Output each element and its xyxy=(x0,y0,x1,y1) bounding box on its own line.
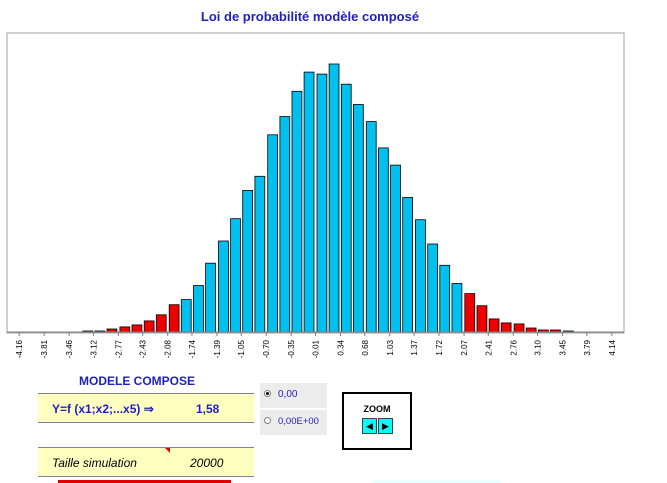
x-tick-label-8: -1.39 xyxy=(213,339,222,358)
bar-14 xyxy=(254,175,266,333)
bar-26 xyxy=(402,197,414,333)
x-tick-label-14: 0.68 xyxy=(361,339,370,355)
x-tick-label-9: -1.05 xyxy=(237,339,246,358)
x-ticks: -4.16 -3.81 -3.46 -3.12 -2.77 -2.43 -2.08 -1.74… xyxy=(15,332,617,358)
x-tick-label-22: 3.45 xyxy=(559,339,568,355)
x-tick-label-21: 3.10 xyxy=(534,339,543,355)
x-tick-label-16: 1.37 xyxy=(410,339,419,355)
chart-title: Loi de probabilité modèle composé xyxy=(200,9,420,24)
x-tick-label-7: -1.74 xyxy=(188,339,197,358)
probability-chart: -4.16 -3.81 -3.46 -3.12 -2.77 -2.43 -2.08 -1.74… xyxy=(6,32,625,358)
zoom-left-button[interactable]: ◀ xyxy=(362,418,377,434)
model-title: MODELE COMPOSE xyxy=(79,374,196,388)
x-tick-label-19: 2.41 xyxy=(484,339,493,355)
zoom-right-button[interactable]: ▶ xyxy=(378,418,393,434)
format-option-scientific-label: 0,00E+00 xyxy=(278,416,319,427)
x-tick-label-13: 0.34 xyxy=(336,339,345,355)
bar-22 xyxy=(352,104,364,333)
x-tick-label-2: -3.46 xyxy=(65,339,74,358)
bar-9 xyxy=(193,285,204,333)
x-tick-label-1: -3.81 xyxy=(40,339,49,358)
x-tick-label-0: -4.16 xyxy=(15,339,24,358)
x-tick-label-24: 4.14 xyxy=(608,339,617,355)
formula-panel: Y=f (x1;x2;...x5) ⇒ 1,58 xyxy=(38,393,254,423)
x-tick-label-17: 1.72 xyxy=(435,339,444,355)
zoom-control: ZOOM ◀ ▶ xyxy=(342,392,412,450)
bar-24 xyxy=(377,147,389,333)
bar-3 xyxy=(119,326,131,333)
bar-21 xyxy=(340,83,352,333)
bar-25 xyxy=(390,164,401,333)
bar-29 xyxy=(439,264,451,333)
formula-label: Y=f (x1;x2;...x5) ⇒ xyxy=(52,402,154,416)
bar-32 xyxy=(476,305,488,333)
bar-10 xyxy=(205,262,216,333)
x-tick-label-23: 3.79 xyxy=(583,339,592,355)
bar-6 xyxy=(155,314,167,333)
simulation-size-label: Taille simulation xyxy=(52,456,137,470)
bar-4 xyxy=(131,324,143,333)
format-option-decimal-label: 0,00 xyxy=(278,389,298,400)
simulation-size-panel: Taille simulation 20000 xyxy=(38,447,254,477)
bar-34 xyxy=(500,322,512,333)
bar-28 xyxy=(427,243,439,333)
bar-18 xyxy=(303,71,315,333)
bars xyxy=(82,63,574,333)
bar-19 xyxy=(316,73,328,333)
format-option-decimal[interactable]: 0,00 xyxy=(260,383,327,408)
bar-27 xyxy=(415,219,426,333)
x-tick-label-4: -2.77 xyxy=(114,339,123,358)
bar-36 xyxy=(525,327,537,333)
x-tick-label-15: 1.03 xyxy=(386,339,395,355)
x-tick-label-5: -2.43 xyxy=(139,339,148,358)
bar-31 xyxy=(464,293,476,333)
format-option-scientific[interactable]: 0,00E+00 xyxy=(260,410,327,435)
left-arrow-icon: ◀ xyxy=(366,421,373,431)
bar-11 xyxy=(218,240,229,333)
bar-8 xyxy=(180,299,192,333)
bar-12 xyxy=(230,218,241,333)
radio-selected-icon[interactable] xyxy=(264,390,271,397)
x-tick-label-10: -0.70 xyxy=(262,339,271,358)
bar-7 xyxy=(168,304,180,333)
bar-16 xyxy=(279,116,291,333)
zoom-label: ZOOM xyxy=(363,404,391,414)
bar-35 xyxy=(513,323,525,333)
plot-area xyxy=(6,32,625,334)
simulation-size-value[interactable]: 20000 xyxy=(190,456,224,470)
x-tick-label-11: -0.35 xyxy=(287,339,296,358)
bar-17 xyxy=(291,90,303,333)
bar-23 xyxy=(365,121,377,333)
comment-marker-icon xyxy=(165,448,170,453)
formula-value: 1,58 xyxy=(196,402,220,416)
x-tick-label-12: -0.01 xyxy=(312,339,321,358)
bar-5 xyxy=(143,320,155,333)
bar-30 xyxy=(451,283,463,333)
bar-20 xyxy=(328,63,340,333)
right-arrow-icon: ▶ xyxy=(382,421,389,431)
bar-13 xyxy=(242,189,253,333)
radio-unselected-icon[interactable] xyxy=(264,417,271,424)
x-tick-label-20: 2.76 xyxy=(509,339,518,355)
x-tick-label-18: 2.07 xyxy=(460,339,469,355)
x-tick-label-3: -3.12 xyxy=(89,339,98,358)
x-tick-label-6: -2.08 xyxy=(164,339,173,358)
bar-33 xyxy=(488,318,500,333)
bar-15 xyxy=(267,134,279,333)
